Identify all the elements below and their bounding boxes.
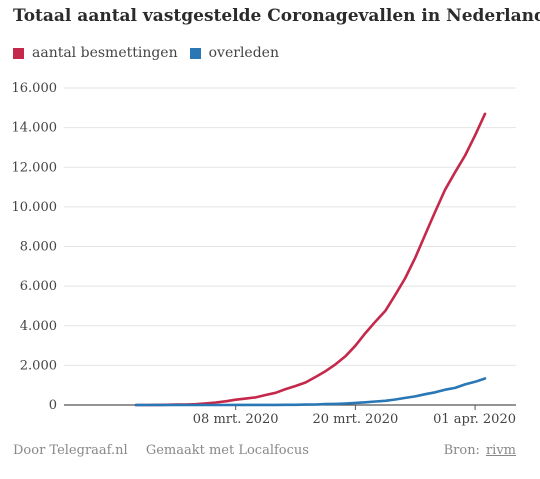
y-tick-label: 10.000 [12, 200, 58, 215]
legend: aantal besmettingen overleden [13, 45, 291, 61]
legend-label-overleden: overleden [208, 45, 279, 61]
footer-credits: Door Telegraaf.nl Gemaakt met Localfocus [13, 443, 309, 458]
y-tick-label: 0 [49, 398, 57, 413]
footer-made-with[interactable]: Gemaakt met Localfocus [145, 443, 309, 458]
x-tick-label: 08 mrt. 2020 [193, 412, 279, 427]
legend-swatch-besmettingen [13, 47, 24, 59]
x-tick-label: 20 mrt. 2020 [312, 412, 398, 427]
y-tick-label: 4.000 [20, 319, 57, 334]
y-tick-label: 16.000 [12, 81, 58, 96]
y-tick-label: 14.000 [12, 121, 58, 136]
y-tick-label: 8.000 [20, 240, 57, 255]
footer-source: Bron: rivm [444, 443, 516, 458]
y-tick-label: 12.000 [12, 160, 58, 175]
y-tick-label: 2.000 [20, 358, 57, 373]
footer-byline[interactable]: Door Telegraaf.nl [13, 443, 128, 458]
legend-swatch-overleden [189, 47, 201, 59]
legend-item-overleden[interactable]: overleden [189, 45, 279, 61]
legend-item-besmettingen[interactable]: aantal besmettingen [13, 45, 178, 61]
footer-source-label: Bron: [443, 443, 480, 458]
series-line-besmettingen [134, 112, 487, 407]
series-line-overleden [134, 377, 487, 407]
footer-source-link[interactable]: rivm [485, 443, 516, 458]
chart-title: Totaal aantal vastgestelde Coronagevalle… [13, 6, 540, 26]
y-tick-label: 6.000 [20, 279, 57, 294]
legend-label-besmettingen: aantal besmettingen [32, 45, 178, 61]
x-tick-label: 01 apr. 2020 [433, 412, 516, 427]
